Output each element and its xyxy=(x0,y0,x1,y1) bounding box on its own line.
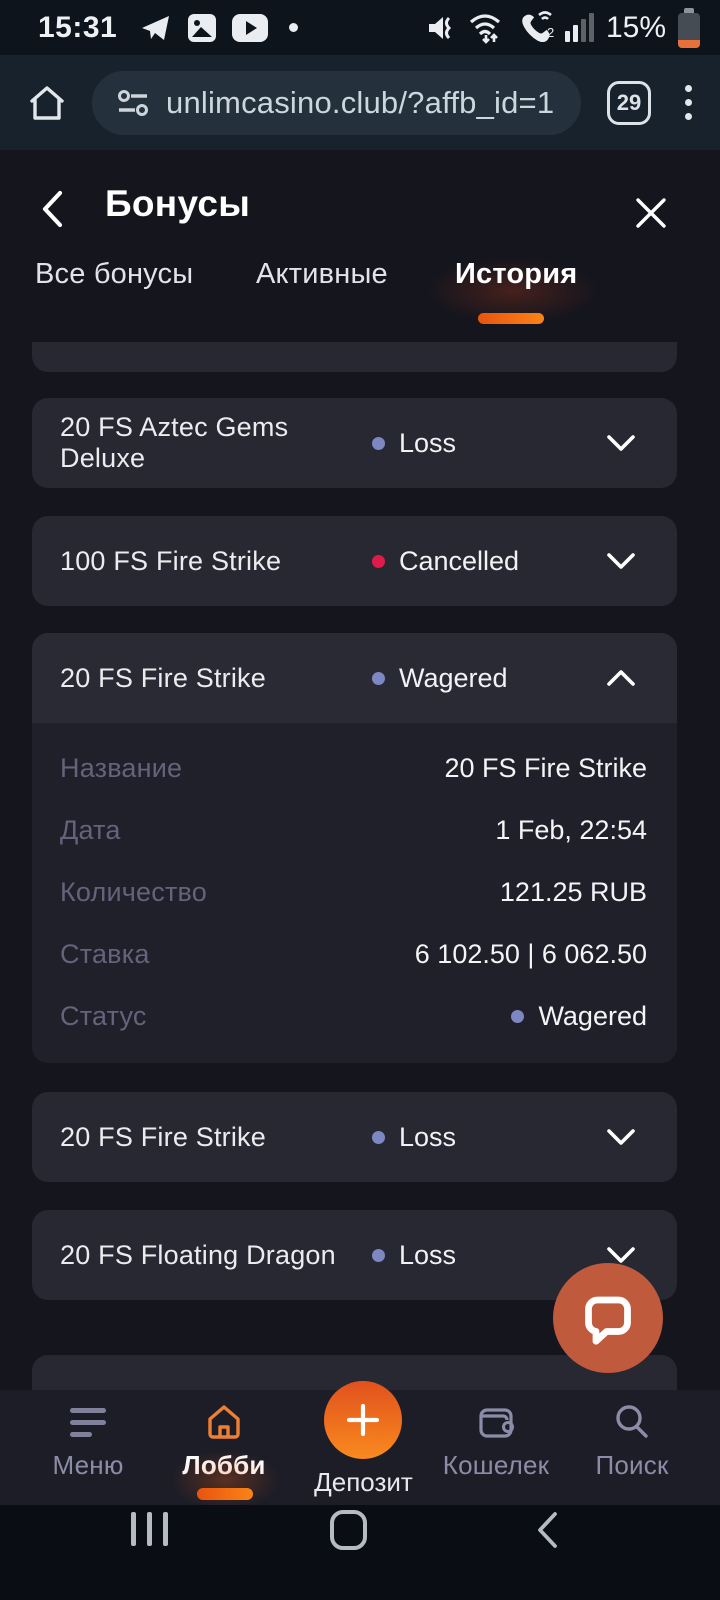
status-text: Cancelled xyxy=(399,545,520,576)
nav-item-wallet[interactable]: Кошелек xyxy=(428,1390,564,1505)
nav-label: Лобби xyxy=(182,1450,265,1481)
detail-row: Статус Wagered xyxy=(32,985,677,1047)
browser-toolbar: unlimcasino.club/?affb_id=1 29 xyxy=(0,55,720,150)
bonus-card-header[interactable]: 20 FS Fire Strike Wagered xyxy=(32,633,677,723)
detail-row: Название 20 FS Fire Strike xyxy=(32,737,677,799)
tab-switcher-button[interactable]: 29 xyxy=(607,80,651,125)
lobby-active-glow xyxy=(170,1450,280,1510)
status-dot xyxy=(372,554,385,568)
bonus-card[interactable]: 20 FS Aztec Gems Deluxe Loss xyxy=(32,398,677,488)
nav-label: Кошелек xyxy=(442,1450,550,1480)
sound-muted-vibrate-icon xyxy=(425,12,459,44)
battery-low-icon xyxy=(678,7,700,48)
detail-row: Количество 121.25 RUB xyxy=(32,861,677,923)
bonus-details: Название 20 FS Fire Strike Дата 1 Feb, 2… xyxy=(32,723,677,1063)
chevron-down-icon[interactable] xyxy=(605,1127,637,1147)
detail-row: Ставка 6 102.50 | 6 062.50 xyxy=(32,923,677,985)
tab-history[interactable]: История xyxy=(455,258,578,290)
nav-item-lobby[interactable]: Лобби xyxy=(156,1390,292,1505)
plus-icon xyxy=(343,1400,383,1440)
bonus-title: 20 FS Floating Dragon xyxy=(60,1239,336,1270)
page-title: Бонусы xyxy=(105,183,251,224)
site-controls-icon[interactable] xyxy=(116,86,150,120)
status-text: Loss xyxy=(399,427,457,458)
nav-label: Поиск xyxy=(595,1450,669,1480)
detail-label: Название xyxy=(60,752,183,783)
bonus-card-expanded: 20 FS Fire Strike Wagered Название 20 FS… xyxy=(32,633,677,1063)
youtube-icon xyxy=(231,13,269,43)
telegram-icon xyxy=(139,11,173,45)
bonus-card[interactable]: 100 FS Fire Strike Cancelled xyxy=(32,516,677,606)
nav-label: Меню xyxy=(52,1450,124,1480)
deposit-button[interactable] xyxy=(324,1381,402,1459)
status-text: Wagered xyxy=(538,1000,647,1031)
status-dot xyxy=(372,436,385,450)
recent-apps-button[interactable] xyxy=(131,1512,168,1546)
detail-label: Ставка xyxy=(60,938,150,969)
bonus-title: 20 FS Aztec Gems Deluxe xyxy=(60,412,289,473)
status-dot xyxy=(372,1248,385,1262)
menu-icon xyxy=(70,1400,106,1444)
more-notifications-dot xyxy=(289,23,299,32)
clock: 15:31 xyxy=(38,10,118,44)
android-back-button[interactable] xyxy=(534,1510,560,1550)
bonus-card[interactable]: 20 FS Fire Strike Loss xyxy=(32,1092,677,1182)
bonus-card-partial-top[interactable] xyxy=(32,342,677,372)
gallery-icon xyxy=(185,11,219,45)
chevron-down-icon[interactable] xyxy=(605,551,637,571)
lobby-active-underline xyxy=(197,1488,253,1500)
nav-item-menu[interactable]: Меню xyxy=(20,1390,156,1505)
nav-item-search[interactable]: Поиск xyxy=(564,1390,700,1505)
android-home-button[interactable] xyxy=(330,1510,367,1550)
detail-value: 1 Feb, 22:54 xyxy=(495,814,647,845)
wifi-calling-2-icon: 2 xyxy=(517,10,557,45)
svg-text:2: 2 xyxy=(547,25,554,40)
address-bar[interactable]: unlimcasino.club/?affb_id=1 xyxy=(92,70,581,135)
bonus-title: 100 FS Fire Strike xyxy=(60,545,282,576)
wifi-arrows-icon xyxy=(467,11,509,45)
detail-value: 121.25 RUB xyxy=(499,876,647,907)
live-chat-button[interactable] xyxy=(553,1263,663,1373)
detail-label: Дата xyxy=(60,814,121,845)
detail-value: Wagered xyxy=(511,1001,647,1032)
chevron-down-icon[interactable] xyxy=(605,433,637,453)
detail-value: 6 102.50 | 6 062.50 xyxy=(414,938,647,969)
url-text[interactable]: unlimcasino.club/?affb_id=1 xyxy=(166,84,555,120)
chevron-up-icon[interactable] xyxy=(605,668,637,688)
status-text: Wagered xyxy=(399,662,508,693)
detail-row: Дата 1 Feb, 22:54 xyxy=(32,799,677,861)
chevron-down-icon[interactable] xyxy=(605,1245,637,1265)
wallet-icon xyxy=(474,1400,518,1444)
status-text: Loss xyxy=(399,1121,457,1152)
close-button[interactable] xyxy=(632,194,670,232)
tab-all-bonuses[interactable]: Все бонусы xyxy=(35,258,194,290)
detail-label: Количество xyxy=(60,876,207,907)
signal-bars-icon xyxy=(564,12,594,42)
tab-active[interactable]: Активные xyxy=(256,258,388,290)
back-button[interactable] xyxy=(38,188,66,230)
detail-value: 20 FS Fire Strike xyxy=(444,752,647,783)
menu-kebab-icon[interactable] xyxy=(681,81,696,124)
status-text: Loss xyxy=(399,1239,457,1270)
detail-label: Статус xyxy=(60,1000,147,1031)
android-status-bar: 15:31 2 15% xyxy=(0,0,720,55)
bonus-title: 20 FS Fire Strike xyxy=(60,662,266,693)
home-button[interactable] xyxy=(24,80,70,126)
status-dot xyxy=(511,1009,525,1023)
chat-bubble-icon xyxy=(578,1288,638,1348)
battery-percent: 15% xyxy=(605,10,666,44)
nav-label-deposit[interactable]: Депозит xyxy=(314,1467,413,1497)
search-icon xyxy=(611,1400,653,1444)
tab-count: 29 xyxy=(616,89,642,115)
bonus-title: 20 FS Fire Strike xyxy=(60,1121,266,1152)
home-icon xyxy=(202,1400,246,1444)
active-tab-underline xyxy=(478,313,544,324)
status-dot xyxy=(372,671,385,685)
status-dot xyxy=(372,1130,385,1144)
